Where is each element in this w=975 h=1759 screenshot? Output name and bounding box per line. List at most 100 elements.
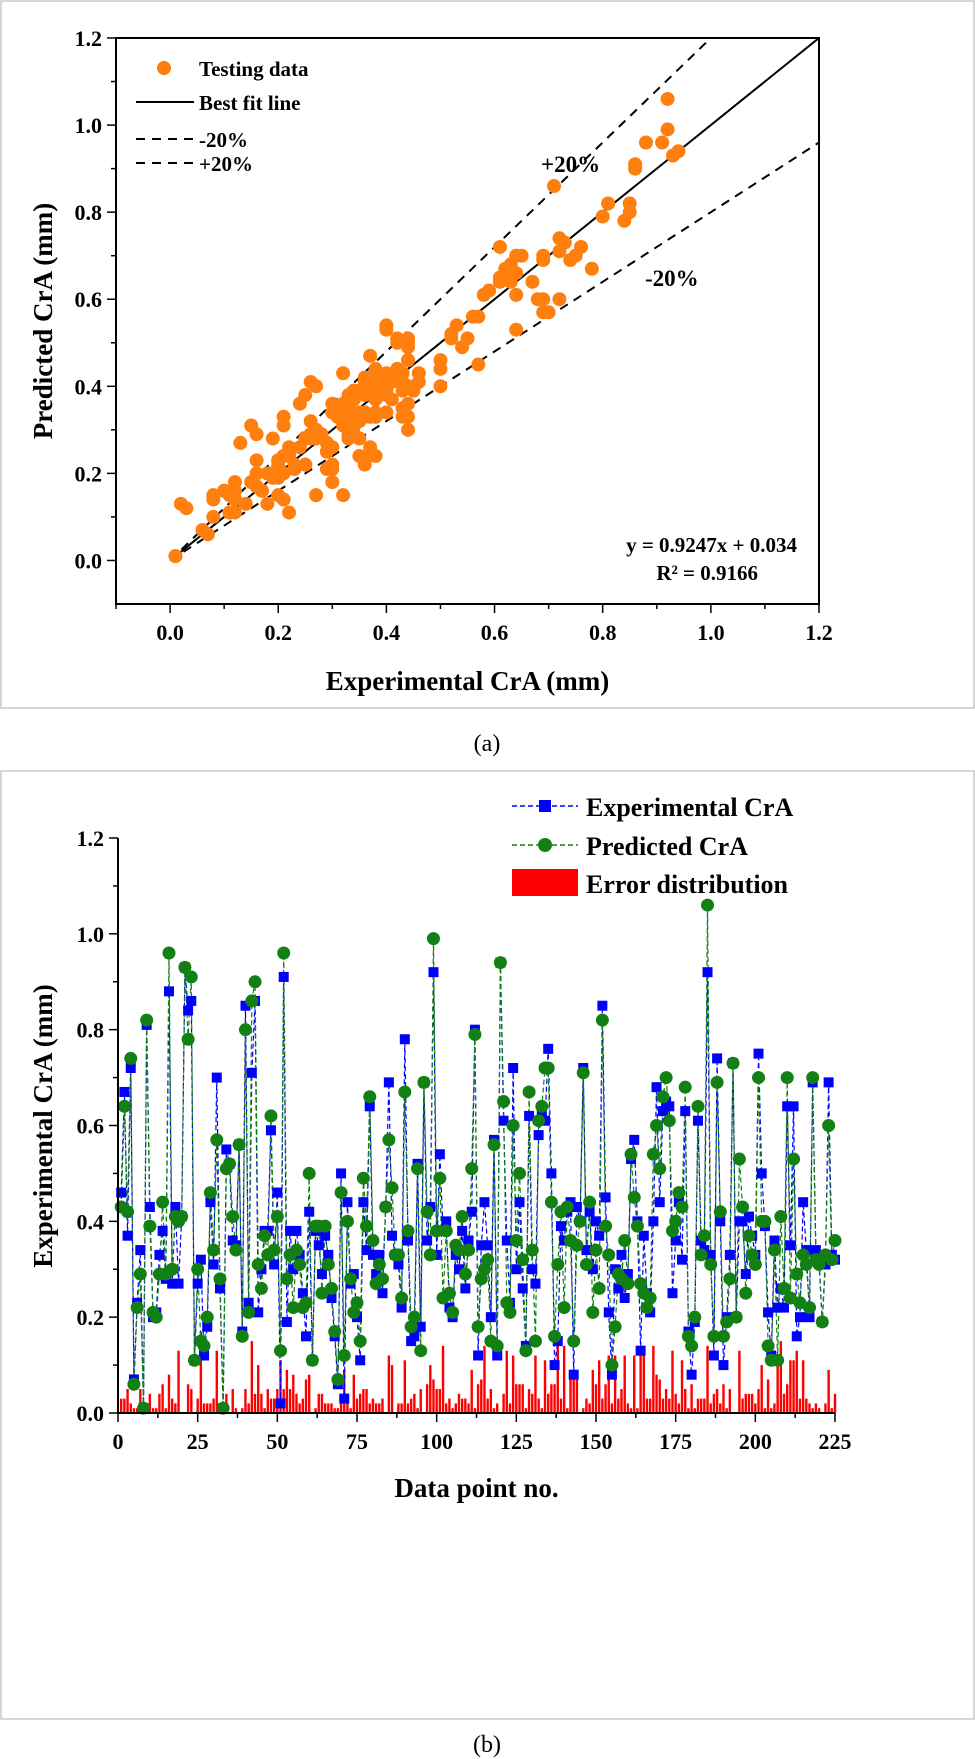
- scatter-point: [298, 388, 313, 403]
- experimental-point: [533, 1130, 544, 1141]
- predicted-point: [716, 1329, 730, 1343]
- predicted-point: [828, 1234, 842, 1247]
- scatter-point: [346, 392, 361, 407]
- predicted-point: [375, 1272, 389, 1286]
- error-bar: [518, 1384, 521, 1413]
- experimental-point: [635, 1345, 646, 1356]
- experimental-point: [616, 1249, 627, 1260]
- experimental-point: [600, 1192, 611, 1203]
- predicted-point: [548, 1329, 562, 1343]
- error-bar: [795, 1350, 798, 1413]
- experimental-point: [511, 1264, 522, 1275]
- predicted-point: [200, 1310, 214, 1324]
- predicted-point: [207, 1243, 221, 1257]
- predicted-point: [356, 1171, 370, 1185]
- predicted-point: [825, 1253, 839, 1267]
- predicted-point: [541, 1061, 555, 1075]
- error-bar: [636, 1408, 639, 1413]
- error-bar: [470, 1369, 473, 1413]
- experimental-point: [677, 1254, 688, 1265]
- experimental-point: [568, 1369, 579, 1380]
- error-bar: [830, 1408, 834, 1413]
- experimental-point: [530, 1278, 541, 1289]
- x-tick-label-b: 100: [420, 1429, 453, 1454]
- predicted-point: [398, 1085, 412, 1099]
- experimental-point: [240, 1000, 251, 1011]
- predicted-point: [777, 1281, 791, 1295]
- predicted-point: [318, 1219, 332, 1233]
- error-bar: [502, 1393, 505, 1413]
- scatter-point: [373, 379, 388, 394]
- predicted-point: [328, 1325, 342, 1339]
- error-bar: [566, 1408, 569, 1413]
- experimental-point: [208, 1259, 219, 1270]
- error-bar: [358, 1393, 362, 1413]
- error-bar: [597, 1360, 601, 1413]
- scatter-point: [265, 431, 280, 446]
- experimental-point: [326, 1293, 337, 1303]
- error-bar: [511, 1355, 515, 1413]
- error-bar: [722, 1384, 725, 1413]
- error-bar: [524, 1408, 528, 1413]
- error-bar: [272, 1398, 276, 1413]
- experimental-point: [323, 1249, 334, 1260]
- experimental-point: [613, 1283, 624, 1294]
- predicted-point: [685, 1339, 699, 1353]
- experimental-point: [619, 1293, 630, 1303]
- experimental-point: [785, 1240, 796, 1251]
- predicted-point: [516, 1253, 530, 1267]
- scatter-point: [509, 248, 524, 263]
- experimental-point: [473, 1350, 484, 1361]
- predicted-point: [302, 1166, 316, 1180]
- scatter-point: [660, 122, 675, 137]
- error-bar: [161, 1384, 164, 1413]
- predicted-point: [602, 1248, 616, 1262]
- experimental-point: [724, 1249, 735, 1260]
- error-bar: [269, 1398, 273, 1413]
- experimental-point: [501, 1235, 512, 1246]
- error-bar: [362, 1389, 365, 1413]
- predicted-point: [299, 1296, 313, 1310]
- predicted-point: [423, 1248, 437, 1262]
- error-bar: [457, 1393, 461, 1413]
- experimental-point: [549, 1360, 560, 1371]
- predicted-point: [360, 1219, 374, 1233]
- x-tick-label-b: 75: [346, 1429, 368, 1454]
- predicted-point: [165, 1262, 179, 1276]
- scatter-point: [433, 379, 448, 394]
- error-bar: [257, 1365, 260, 1413]
- error-bar: [585, 1398, 588, 1413]
- error-bar: [448, 1398, 451, 1413]
- experimental-point: [361, 1245, 372, 1256]
- error-bar: [480, 1379, 483, 1413]
- error-bar: [792, 1360, 795, 1413]
- x-tick-label-a: 1.0: [697, 620, 725, 645]
- error-bar: [438, 1389, 442, 1413]
- experimental-point: [170, 1201, 181, 1212]
- error-bar: [750, 1393, 754, 1413]
- scatter-point: [379, 366, 394, 381]
- error-bar: [505, 1350, 508, 1413]
- error-bar: [199, 1331, 203, 1413]
- experimental-point: [278, 971, 289, 982]
- scatter-point: [471, 309, 486, 324]
- predicted-point: [726, 1056, 740, 1070]
- predicted-point: [245, 994, 259, 1008]
- error-bar: [285, 1369, 289, 1413]
- experimental-point: [211, 1072, 222, 1083]
- experimental-point: [374, 1249, 385, 1260]
- y-tick-label-a: 0.4: [75, 374, 103, 399]
- predicted-point: [774, 1210, 788, 1224]
- error-bar: [292, 1374, 295, 1413]
- scatter-point: [401, 409, 416, 424]
- predicted-point: [350, 1296, 364, 1310]
- predicted-point: [289, 1243, 303, 1257]
- error-bar: [304, 1379, 308, 1413]
- predicted-point: [780, 1071, 794, 1085]
- predicted-point: [184, 970, 198, 984]
- experimental-point: [316, 1269, 327, 1280]
- error-bar: [119, 1398, 123, 1413]
- scatter-point: [363, 444, 378, 459]
- predicted-point: [191, 1262, 205, 1276]
